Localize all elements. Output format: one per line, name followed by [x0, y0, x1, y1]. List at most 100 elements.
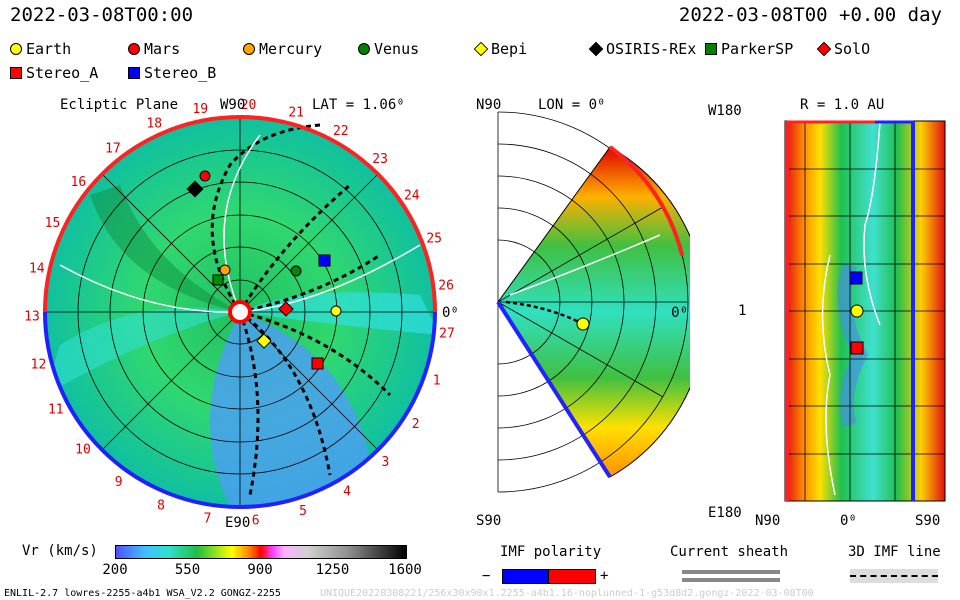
- stereo-a-marker: [311, 357, 324, 370]
- current-sheath-label: Current sheath: [670, 544, 789, 560]
- circle-icon: [128, 43, 140, 55]
- square-icon: [128, 67, 140, 79]
- legend-label: Venus: [374, 40, 420, 58]
- colorbar-label: Vr (km/s): [22, 543, 98, 559]
- carrington-label: 9: [115, 475, 123, 490]
- sun-marker: [228, 300, 252, 324]
- legend-item-stereo-b: Stereo_B: [128, 64, 216, 82]
- bepi-marker: [256, 333, 272, 349]
- carrington-label: 7: [204, 511, 212, 526]
- carrington-label: 22: [333, 124, 349, 139]
- current-sheath: [59, 134, 421, 313]
- diamond-icon: [816, 41, 832, 57]
- legend-item-stereo-a: Stereo_A: [10, 64, 98, 82]
- colorbar-tick: 1600: [388, 562, 422, 578]
- diamond-icon: [473, 41, 489, 57]
- colorbar-tick: 900: [247, 562, 273, 578]
- carrington-label: 3: [381, 455, 389, 470]
- carrington-label: 20: [241, 98, 257, 113]
- carrington-label: 17: [105, 141, 121, 156]
- legend-label: Mercury: [259, 40, 323, 58]
- venus-marker: [290, 265, 302, 277]
- imf-line-3d-label: 3D IMF line: [848, 544, 941, 560]
- radial-stereo-b-marker: [849, 271, 863, 285]
- carrington-label: 6: [252, 513, 260, 528]
- mercury-marker: [219, 264, 231, 276]
- legend-item-earth: Earth: [10, 40, 71, 58]
- meridional-right-label: 0⁰: [671, 305, 688, 321]
- imf-polarity-label: IMF polarity: [500, 544, 602, 560]
- radial-top-label: W180: [708, 103, 742, 119]
- ecliptic-lat-label: LAT = 1.06⁰: [312, 97, 405, 113]
- circle-icon: [10, 43, 22, 55]
- legend-item-venus: Venus: [358, 40, 419, 58]
- carrington-label: 23: [372, 152, 388, 167]
- meridional-lon-label: LON = 0⁰: [538, 97, 605, 113]
- imf-field-lines: [210, 123, 392, 496]
- carrington-label: 25: [426, 232, 442, 247]
- circle-icon: [243, 43, 255, 55]
- square-icon: [10, 67, 22, 79]
- stereo-b-marker: [318, 254, 331, 267]
- carrington-label: 8: [157, 498, 165, 513]
- imf-negative-swatch: [502, 569, 550, 584]
- legend-item-bepi: Bepi: [473, 40, 528, 58]
- footer-run-id: UNIQUE20220308221/256x30x90x1.2255-a4b1.…: [320, 588, 814, 599]
- ecliptic-title: Ecliptic Plane: [60, 97, 178, 113]
- mars-marker: [199, 170, 211, 182]
- radial-earth-marker: [850, 304, 864, 318]
- carrington-label: 4: [343, 484, 351, 499]
- radial-grid: [785, 121, 945, 501]
- legend-label: Mars: [144, 40, 181, 58]
- radial-bottom-label: E180: [708, 505, 742, 521]
- carrington-label: 21: [288, 106, 304, 121]
- circle-icon: [358, 43, 370, 55]
- legend-label: OSIRIS-REx: [606, 40, 697, 58]
- legend-label: Stereo_B: [144, 64, 217, 82]
- earth-marker: [330, 305, 342, 317]
- carrington-label: 11: [48, 403, 64, 418]
- carrington-label: 12: [31, 358, 47, 373]
- model-time-left: 2022-03-08T00:00: [10, 4, 194, 26]
- carrington-label: 27: [439, 327, 455, 342]
- model-time-right: 2022-03-08T00 +0.00 day: [678, 4, 942, 26]
- meridional-panel: N90 LON = 0⁰ S90 0⁰: [476, 97, 690, 529]
- ecliptic-right-label: 0⁰: [442, 305, 459, 321]
- legend-item-solo: SolO: [816, 40, 871, 58]
- current-sheath-swatch-bottom: [682, 578, 780, 582]
- colorbar-tick: 550: [174, 562, 201, 578]
- radial-x-left: N90: [755, 513, 780, 529]
- legend-label: Earth: [26, 40, 72, 58]
- diamond-icon: [588, 41, 604, 57]
- legend-label: Bepi: [491, 40, 528, 58]
- carrington-longitude-labels: 19 20 212223242526271234567891011121314151…: [24, 98, 455, 528]
- carrington-label: 24: [404, 189, 420, 204]
- footer-run-info: ENLIL-2.7 lowres-2255-a4b1 WSA_V2.2 GONG…: [4, 588, 281, 599]
- ecliptic-plane-panel: 19 20 212223242526271234567891011121314151…: [24, 97, 459, 531]
- meridional-earth-marker: [576, 317, 590, 331]
- parkersp-marker: [212, 274, 224, 286]
- legend-item-mercury: Mercury: [243, 40, 322, 58]
- legend-label: Stereo_A: [26, 64, 99, 82]
- square-icon: [705, 43, 717, 55]
- legend-item-parkersp: ParkerSP: [705, 40, 793, 58]
- meridional-top-label: N90: [476, 97, 501, 113]
- solo-marker: [278, 301, 294, 317]
- imf-line-3d-swatch: [850, 569, 938, 583]
- meridional-bottom-label: S90: [476, 513, 501, 529]
- imf-plus-sign: +: [600, 568, 609, 584]
- meridional-grid: [497, 111, 689, 493]
- carrington-label: 15: [45, 216, 61, 231]
- ecliptic-top-label: W90: [220, 97, 245, 113]
- carrington-label: 5: [299, 504, 307, 519]
- colorbar-tick: 200: [102, 562, 128, 578]
- imf-minus-sign: −: [482, 568, 491, 584]
- radial-stereo-a-marker: [850, 341, 864, 355]
- current-sheath-swatch-top: [682, 570, 780, 574]
- legend-label: SolO: [834, 40, 871, 58]
- radial-mid-label: 1: [738, 303, 746, 319]
- legend-item-mars: Mars: [128, 40, 180, 58]
- radial-x-mid: 0⁰: [840, 513, 857, 529]
- carrington-label: 18: [146, 117, 162, 132]
- legend-item-osiris-rex: OSIRIS-REx: [588, 40, 697, 58]
